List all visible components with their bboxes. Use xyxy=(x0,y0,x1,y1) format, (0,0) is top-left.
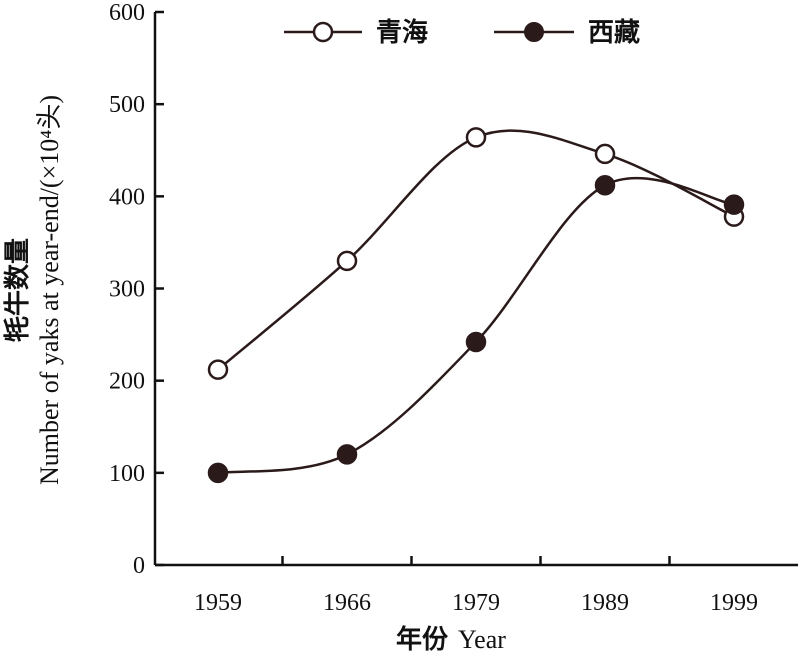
point-qinghai-1966 xyxy=(336,250,358,272)
y-tick-label-100: 100 xyxy=(109,461,145,487)
y-axis-title-cn: 牦牛数量 xyxy=(3,238,33,342)
point-xizang-1959 xyxy=(207,462,229,484)
y-tick-label-400: 400 xyxy=(109,184,145,210)
legend-item-xizang: 西藏 xyxy=(494,18,640,48)
y-tick-label-500: 500 xyxy=(109,92,145,118)
legend-label-xizang: 西藏 xyxy=(588,18,640,48)
axes: 0 100 200 300 400 500 600 1959 1966 1979 1989 1999 xyxy=(109,0,798,616)
series-lines xyxy=(217,129,735,475)
y-tick-label-600: 600 xyxy=(109,0,145,26)
x-tick-label-1979: 1979 xyxy=(452,590,500,616)
y-tick-label-200: 200 xyxy=(109,369,145,395)
legend: 青海 西藏 xyxy=(284,18,640,48)
y-tick-label-0: 0 xyxy=(133,553,145,579)
point-xizang-1999 xyxy=(723,194,745,215)
x-tick-label-1999: 1999 xyxy=(710,590,758,616)
point-xizang-1979 xyxy=(465,331,487,353)
series-markers xyxy=(207,127,745,484)
x-tick-label-1959: 1959 xyxy=(194,590,242,616)
x-axis-title-en: Year xyxy=(458,625,506,654)
point-qinghai-1989 xyxy=(594,143,616,165)
legend-label-qinghai: 青海 xyxy=(376,18,428,48)
x-axis-title-cn: 年份 xyxy=(396,624,448,655)
y-axis-title: 牦牛数量 Number of yaks at year-end/(×10⁴头) xyxy=(3,95,64,485)
series-line-xizang xyxy=(217,176,735,475)
legend-marker-xizang xyxy=(524,22,544,42)
point-xizang-1989 xyxy=(594,175,616,196)
legend-item-qinghai: 青海 xyxy=(284,18,428,48)
y-axis-title-en: Number of yaks at year-end/(×10⁴头) xyxy=(35,95,64,485)
point-qinghai-1959 xyxy=(207,359,229,380)
x-tick-label-1989: 1989 xyxy=(581,590,629,616)
y-tick-label-300: 300 xyxy=(109,277,145,303)
legend-marker-qinghai xyxy=(312,21,334,43)
point-xizang-1966 xyxy=(336,444,358,465)
point-qinghai-1979 xyxy=(465,127,487,148)
x-tick-label-1966: 1966 xyxy=(323,590,371,616)
x-axis-title: 年份 Year xyxy=(396,624,506,655)
